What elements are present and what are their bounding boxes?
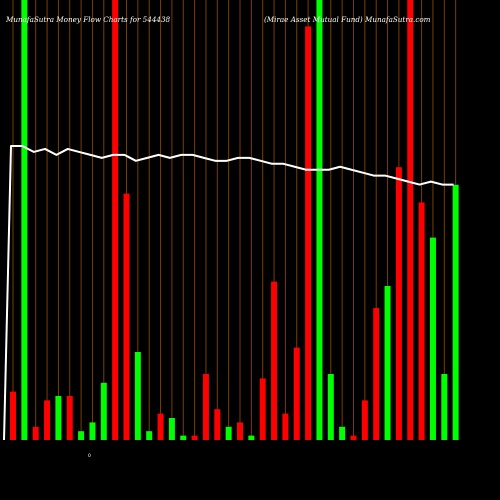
bar-red [373,308,380,440]
bar-green [168,418,175,440]
bar-green [316,0,323,440]
bar-red [282,413,289,440]
bar-red [214,409,221,440]
bar-green [327,374,334,440]
bar-red [112,0,119,440]
bar-green [429,237,436,440]
bar-red [259,378,266,440]
bar-green [89,422,96,440]
bar-red [293,347,300,440]
bar-red [191,435,198,440]
bar-red [202,374,209,440]
bar-green [134,352,141,440]
bar-green [248,435,255,440]
bar-green [339,426,346,440]
bar-red [418,202,425,440]
bar-green [180,435,187,440]
bar-red [157,413,164,440]
bar-red [66,396,73,440]
bar-red [395,167,402,440]
bar-red [305,26,312,441]
bar-red [350,435,357,440]
bar-green [225,426,232,440]
bar-red [361,400,368,440]
bar-red [10,391,16,440]
money-flow-line [3,144,454,441]
bar-green [100,382,107,440]
chart-title-right: (Mirae Asset Mutual Fund) MunafaSutra.co… [264,15,431,24]
bar-red [123,193,130,440]
bar-green [78,431,85,440]
zero-marker: 0 [88,453,91,459]
chart-title-left: MunafaSutra Money Flow Charts for 544438 [5,15,171,24]
bar-red [407,0,414,440]
bar-green [55,396,62,440]
bar-green [21,0,28,440]
bar-red [237,422,243,440]
bar-red [32,426,39,440]
bar-red [271,281,278,440]
bars-group [10,0,459,441]
bar-green [452,184,459,440]
bar-red [44,400,51,440]
bar-green [384,286,391,440]
bar-green [441,374,448,440]
bar-green [146,431,153,440]
